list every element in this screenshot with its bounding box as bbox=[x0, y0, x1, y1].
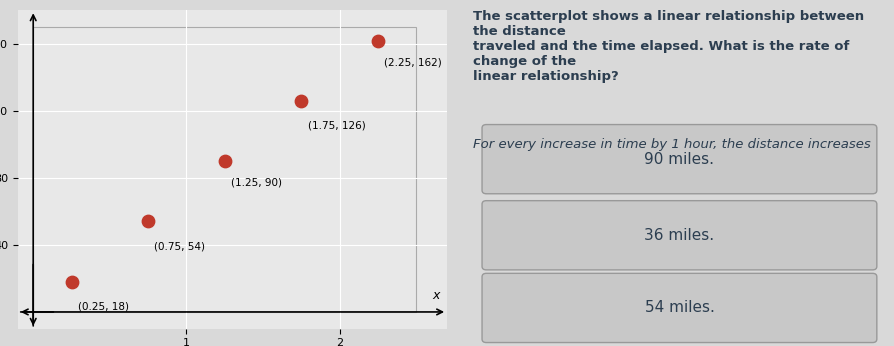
Point bbox=[294, 98, 308, 103]
FancyBboxPatch shape bbox=[482, 201, 877, 270]
Point bbox=[217, 158, 232, 164]
Point bbox=[141, 219, 156, 224]
Text: For every increase in time by 1 hour, the distance increases: For every increase in time by 1 hour, th… bbox=[474, 138, 872, 152]
Text: x: x bbox=[432, 289, 439, 302]
Text: 90 miles.: 90 miles. bbox=[645, 152, 714, 167]
Text: The scatterplot shows a linear relationship between the distance
traveled and th: The scatterplot shows a linear relations… bbox=[474, 10, 864, 83]
FancyBboxPatch shape bbox=[482, 125, 877, 194]
Point bbox=[371, 38, 385, 43]
Text: (1.75, 126): (1.75, 126) bbox=[308, 121, 366, 131]
Text: (1.25, 90): (1.25, 90) bbox=[231, 178, 282, 188]
Text: (0.75, 54): (0.75, 54) bbox=[155, 242, 206, 252]
FancyBboxPatch shape bbox=[482, 273, 877, 343]
Text: 54 miles.: 54 miles. bbox=[645, 300, 714, 316]
Bar bbox=[33, 27, 417, 312]
Point bbox=[64, 279, 79, 284]
Text: 36 miles.: 36 miles. bbox=[645, 228, 714, 243]
Text: (2.25, 162): (2.25, 162) bbox=[384, 57, 442, 67]
Text: (0.25, 18): (0.25, 18) bbox=[78, 302, 129, 312]
